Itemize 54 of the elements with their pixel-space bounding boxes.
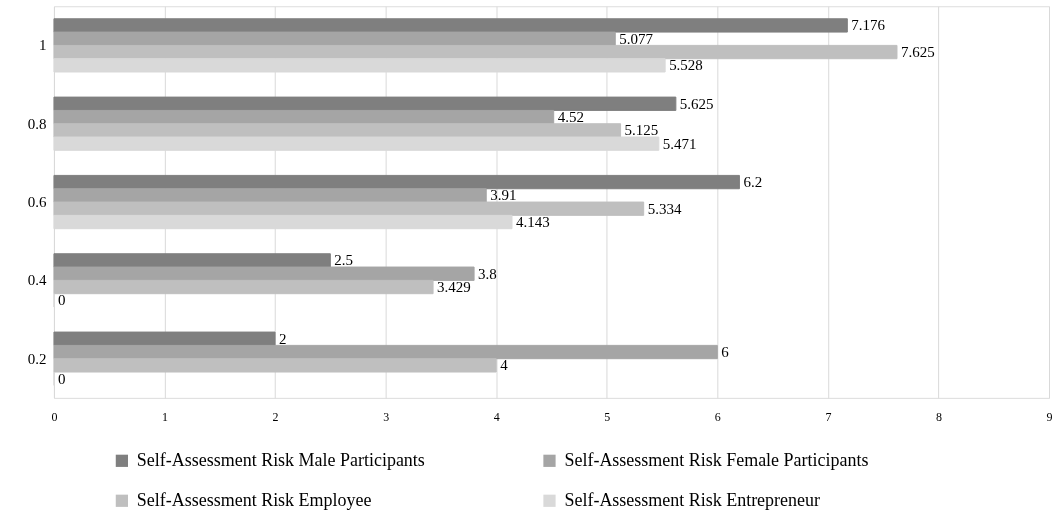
- data-label: 3.91: [490, 187, 517, 204]
- x-tick-label: 3: [383, 410, 390, 425]
- legend-label: Self-Assessment Risk Entrepreneur: [564, 489, 820, 510]
- bar: [53, 358, 497, 373]
- data-label: 5.334: [647, 200, 682, 217]
- bar: [53, 188, 487, 203]
- bar: [53, 344, 718, 360]
- data-label: 2: [279, 330, 287, 347]
- y-tick-label: 0.4: [27, 272, 47, 289]
- x-tick-label: 8: [935, 410, 942, 425]
- bar: [53, 266, 475, 281]
- bar: [53, 253, 331, 268]
- bar: [53, 279, 434, 295]
- data-label: 4.52: [557, 109, 584, 126]
- x-tick-label: 9: [1046, 410, 1053, 425]
- data-label: 4: [500, 357, 509, 374]
- data-label: 5.125: [624, 122, 659, 139]
- y-tick-label: 0.6: [27, 194, 47, 211]
- bar: [53, 109, 555, 125]
- data-label: 6.2: [743, 174, 763, 191]
- legend-label: Self-Assessment Risk Employee: [136, 489, 372, 510]
- bar: [53, 31, 616, 46]
- x-tick-label: 6: [714, 410, 721, 425]
- data-label: 0: [57, 292, 66, 309]
- data-label: 5.077: [619, 30, 654, 47]
- data-label: 2.5: [334, 252, 354, 269]
- data-label: 7.625: [900, 44, 935, 61]
- x-tick-label: 0: [51, 410, 58, 425]
- data-label: 5.625: [679, 95, 714, 112]
- data-label: 6: [721, 344, 730, 361]
- data-label: 4.143: [516, 214, 550, 231]
- bar: [53, 174, 740, 190]
- bar: [53, 18, 848, 33]
- bar: [53, 331, 276, 346]
- bar: [53, 96, 677, 111]
- x-tick-label: 4: [493, 410, 500, 425]
- data-label: 5.528: [669, 57, 703, 74]
- y-tick-label: 0.8: [27, 115, 47, 132]
- x-tick-label: 5: [604, 410, 611, 425]
- data-label: 5.471: [662, 135, 697, 152]
- data-label: 7.176: [851, 17, 886, 34]
- data-label: 3.8: [478, 265, 497, 282]
- y-tick-label: 1: [38, 37, 47, 54]
- bar: [53, 123, 622, 138]
- x-tick-label: 2: [272, 410, 279, 425]
- y-tick-label: 0.2: [27, 350, 47, 367]
- bar: [53, 201, 645, 216]
- data-label: 3.429: [437, 279, 471, 296]
- bar: [53, 44, 898, 60]
- x-tick-label: 7: [825, 410, 832, 425]
- x-tick-label: 1: [162, 410, 169, 425]
- legend-label: Self-Assessment Risk Female Participants: [564, 449, 869, 470]
- legend-label: Self-Assessment Risk Male Participants: [136, 449, 425, 470]
- data-label: 0: [57, 370, 66, 387]
